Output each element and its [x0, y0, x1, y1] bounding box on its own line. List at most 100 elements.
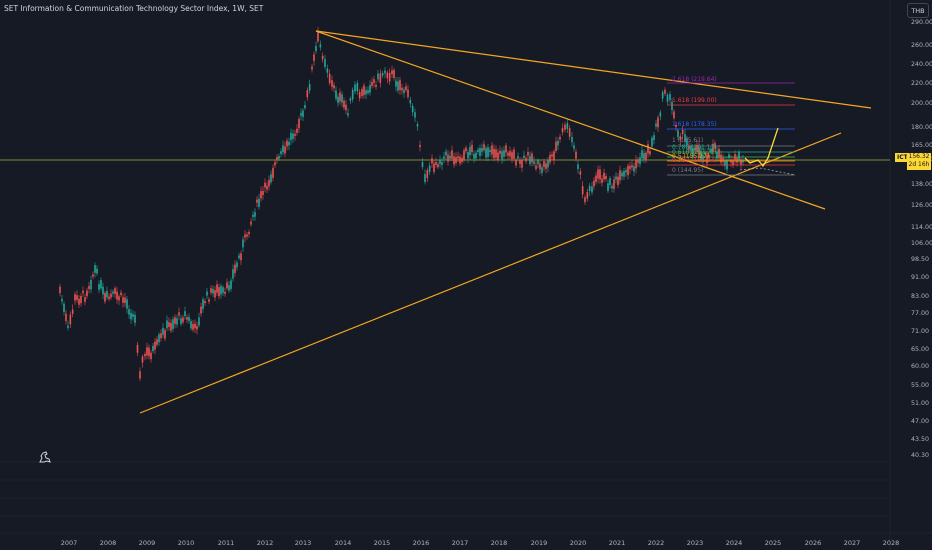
candle-body	[92, 274, 94, 277]
candle-body	[669, 94, 671, 100]
fib-level-label: 0.618 (157.71)	[672, 149, 717, 156]
candle-body	[152, 345, 154, 352]
candle-body	[690, 145, 692, 152]
candle-body	[679, 136, 682, 141]
candle-body	[511, 152, 513, 160]
candle-body	[607, 183, 609, 192]
candle-body	[126, 299, 128, 309]
candle-body	[414, 112, 416, 118]
candle-body	[308, 84, 311, 91]
candle-body	[461, 157, 463, 162]
candle-body	[537, 160, 539, 165]
candle-body	[625, 170, 627, 173]
candle-body	[224, 291, 226, 294]
dinosaur-icon[interactable]	[38, 450, 52, 464]
candle-body	[664, 89, 666, 94]
candle-body	[455, 157, 457, 164]
candle-body	[148, 347, 150, 357]
candle-body	[601, 178, 603, 183]
candle-body	[328, 73, 331, 84]
candle-body	[493, 148, 495, 159]
candle-body	[76, 295, 78, 300]
candle-body	[505, 145, 507, 153]
candle-body	[61, 298, 63, 302]
candle-body	[59, 286, 61, 294]
candle-body	[184, 311, 186, 316]
candle-body	[188, 317, 190, 322]
candle-body	[631, 165, 633, 168]
candle-body	[156, 339, 158, 345]
candle-body	[122, 297, 124, 303]
time-axis-label: 2024	[725, 539, 743, 547]
candle-body	[100, 280, 102, 289]
candle-body	[605, 175, 607, 180]
candle-body	[268, 179, 270, 187]
candle-body	[82, 290, 84, 294]
candle-body	[437, 164, 439, 168]
candle-body	[226, 282, 228, 289]
candle-body	[144, 354, 146, 357]
candle-body	[700, 150, 702, 161]
candle-body	[200, 306, 202, 314]
candle-body	[262, 190, 264, 195]
candle-body	[597, 169, 599, 179]
price-scale-label: 126.00	[911, 202, 932, 209]
time-axis-label: 2012	[256, 539, 274, 547]
time-axis-label: 2027	[843, 539, 861, 547]
candle-body	[535, 165, 537, 170]
price-scale-label: 51.00	[911, 400, 930, 407]
time-axis-label: 2011	[217, 539, 235, 547]
candle-body	[272, 167, 274, 178]
fib-extension-lines[interactable]	[667, 82, 795, 176]
candle-body	[529, 155, 531, 164]
candle-body	[384, 70, 386, 74]
symbol-tag: ICT	[895, 153, 910, 162]
candle-body	[206, 291, 208, 296]
candle-body	[509, 151, 511, 157]
candle-body	[577, 164, 579, 170]
candle-body	[643, 153, 645, 160]
candle-body	[164, 330, 166, 339]
candle-body	[300, 112, 302, 116]
candle-body	[132, 314, 134, 317]
candle-body	[639, 157, 641, 165]
candle-body	[519, 160, 521, 165]
fib-level-label: 1 (165.61)	[672, 137, 704, 144]
candle-body	[579, 171, 582, 175]
candle-body	[150, 352, 152, 360]
candle-body	[313, 54, 315, 62]
candle-body	[677, 130, 679, 138]
candle-body	[266, 185, 268, 190]
candle-body	[361, 89, 363, 97]
candle-body	[428, 165, 431, 172]
candle-body	[641, 150, 643, 159]
candle-body	[393, 69, 395, 78]
candle-body	[116, 291, 118, 300]
candle-body	[521, 160, 523, 168]
candle-body	[623, 170, 625, 177]
candle-body	[379, 73, 382, 83]
candle-body	[391, 70, 393, 75]
candle-body	[637, 159, 639, 163]
trendlines[interactable]	[139, 30, 872, 414]
currency-button[interactable]: THB	[907, 3, 929, 18]
candle-body	[358, 91, 361, 99]
candle-body	[317, 31, 319, 42]
projection-path[interactable]	[744, 127, 779, 168]
price-scale-label: 83.00	[911, 293, 930, 300]
candle-body	[65, 313, 67, 322]
candle-body	[659, 112, 662, 117]
candle-body	[489, 149, 491, 152]
candle-body	[405, 86, 407, 91]
candle-body	[69, 314, 72, 325]
candle-body	[258, 198, 260, 207]
candle-body	[102, 286, 104, 295]
candle-body	[611, 185, 613, 189]
candle-body	[738, 152, 740, 160]
candle-body	[86, 290, 88, 297]
candle-body	[635, 159, 637, 169]
candle-body	[214, 290, 216, 298]
candles-series	[59, 27, 744, 382]
candle-body	[319, 44, 322, 48]
